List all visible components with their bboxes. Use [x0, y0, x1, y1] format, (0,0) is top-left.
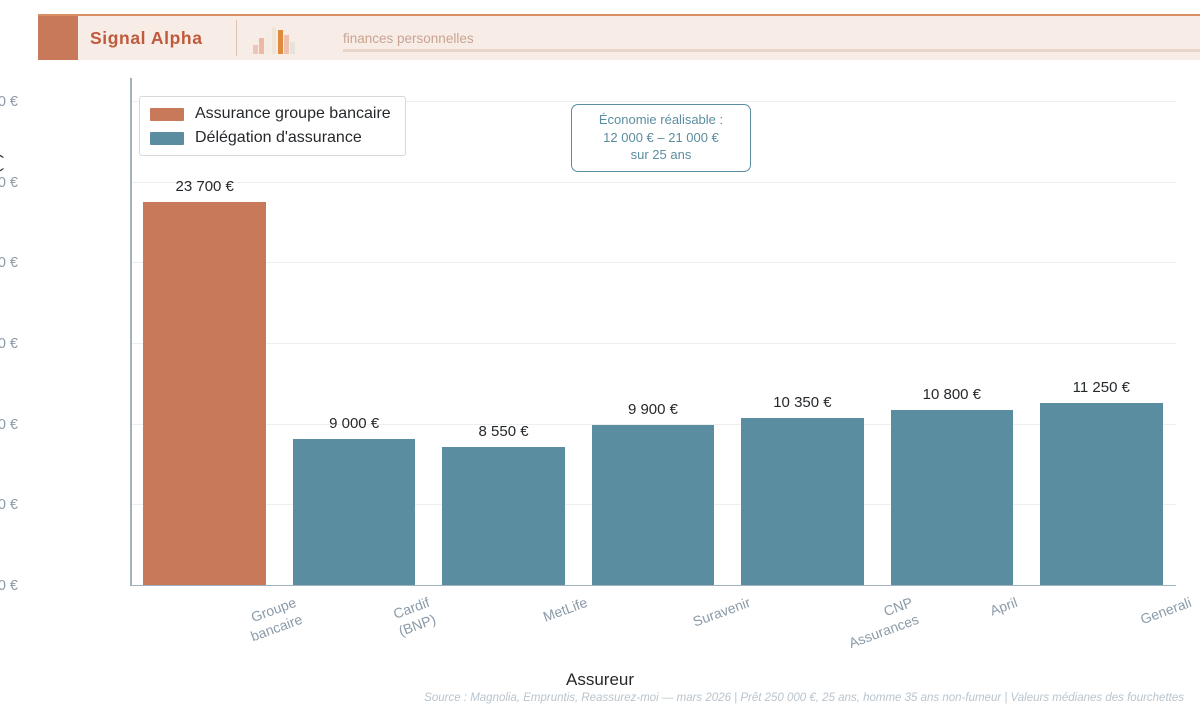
annotation-line-1: Économie réalisable : — [598, 112, 724, 127]
y-axis-tick-label: 15 000 € — [0, 336, 18, 353]
x-axis-title: Assureur — [565, 670, 635, 689]
bar-value-label: 8 550 € — [478, 422, 529, 440]
y-axis-tick-label: 30 000 € — [0, 94, 18, 111]
bar-column[interactable]: 9 900 € — [591, 401, 715, 585]
header-icon-bar — [271, 27, 277, 54]
y-axis-tick-label: 25 000 € — [0, 174, 18, 191]
legend-item[interactable]: Assurance groupe bancaire — [150, 105, 391, 123]
bar-value-label: 10 800 € — [922, 386, 982, 404]
x-axis-tick-label: Groupe bancaire — [247, 594, 304, 644]
x-axis-tick-label: MetLife — [540, 594, 589, 625]
header-icon-bar — [277, 30, 283, 54]
x-axis-tick-label: April — [987, 594, 1020, 619]
legend-swatch — [150, 131, 184, 145]
bar-value-label: 11 250 € — [1072, 379, 1130, 397]
header-band: Signal Alpha finances personnelles — [38, 14, 1200, 60]
y-axis-title: Coût total sur 25 ans (€) — [0, 152, 4, 330]
bar-rect[interactable] — [292, 439, 416, 585]
bar-column[interactable]: 23 700 € — [143, 178, 266, 585]
bar-rect[interactable] — [890, 410, 1014, 585]
bar-value-label: 10 350 € — [773, 393, 832, 411]
bar-rect[interactable] — [591, 424, 715, 585]
bar-chart-icon — [253, 24, 296, 54]
legend-label: Assurance groupe bancaire — [195, 105, 391, 122]
header-rule — [343, 49, 1200, 52]
header-icon-bar — [259, 38, 264, 54]
legend-item[interactable]: Délégation d'assurance — [150, 129, 391, 147]
gridline — [130, 101, 1176, 103]
bar-column[interactable]: 9 000 € — [292, 415, 416, 585]
y-axis-tick-label: 20 000 € — [0, 255, 18, 272]
bar-column[interactable]: 10 800 € — [890, 386, 1014, 585]
bar-rect[interactable] — [442, 446, 565, 585]
legend-swatch — [150, 107, 184, 121]
brand-title: Signal Alpha — [90, 27, 203, 48]
y-axis-line — [130, 78, 132, 586]
x-axis-tick-label: Cardif (BNP) — [391, 594, 438, 639]
bar-rect[interactable] — [1040, 403, 1163, 585]
bar-column[interactable]: 10 350 € — [741, 394, 864, 585]
bar-value-label: 23 700 € — [175, 178, 234, 196]
x-axis-tick-label: Suravenir — [690, 594, 753, 630]
bar-rect[interactable] — [143, 202, 266, 585]
gridline — [130, 262, 1176, 264]
bar-value-label: 9 000 € — [329, 415, 380, 433]
bar-column[interactable]: 8 550 € — [442, 423, 565, 585]
chart-legend: Assurance groupe bancaire Délégation d'as… — [139, 96, 406, 156]
x-axis-tick-label: CNP Assurances — [846, 594, 922, 651]
annotation-line-3: sur 25 ans — [630, 147, 692, 163]
legend-label: Délégation d'assurance — [195, 129, 362, 146]
header-divider — [236, 20, 237, 56]
gridline — [130, 423, 1176, 425]
header-icon-bar — [265, 32, 271, 54]
y-axis-tick-label: 5 000 € — [0, 497, 18, 514]
bar-value-label: 9 900 € — [627, 400, 678, 418]
header-accent-block — [38, 16, 78, 60]
header-icon-bar — [290, 42, 296, 54]
y-axis-tick-label: 10 000 € — [0, 416, 18, 433]
header-icon-bar — [253, 45, 258, 54]
source-note: Source : Magnolia, Empruntis, Reassurez-… — [424, 692, 1184, 704]
x-axis-line — [130, 584, 1176, 586]
savings-annotation: Économie réalisable : 12 000 € – 21 000 … — [571, 104, 751, 172]
gridline — [130, 181, 1176, 183]
header-icon-bar — [284, 35, 289, 54]
bar-rect[interactable] — [741, 417, 864, 585]
header-subtitle: finances personnelles — [343, 30, 474, 46]
annotation-line-2: 12 000 € – 21 000 € — [603, 129, 719, 145]
chart-plot-area: 23 700 € 9 000 € 8 550 € 9 900 € 10 350 € 10 … — [130, 78, 1176, 586]
x-axis-tick-label: Generali — [1138, 594, 1194, 628]
gridline — [130, 343, 1176, 345]
y-axis-tick-label: 0 € — [0, 578, 18, 594]
bar-column[interactable]: 11 250 € — [1040, 379, 1163, 585]
